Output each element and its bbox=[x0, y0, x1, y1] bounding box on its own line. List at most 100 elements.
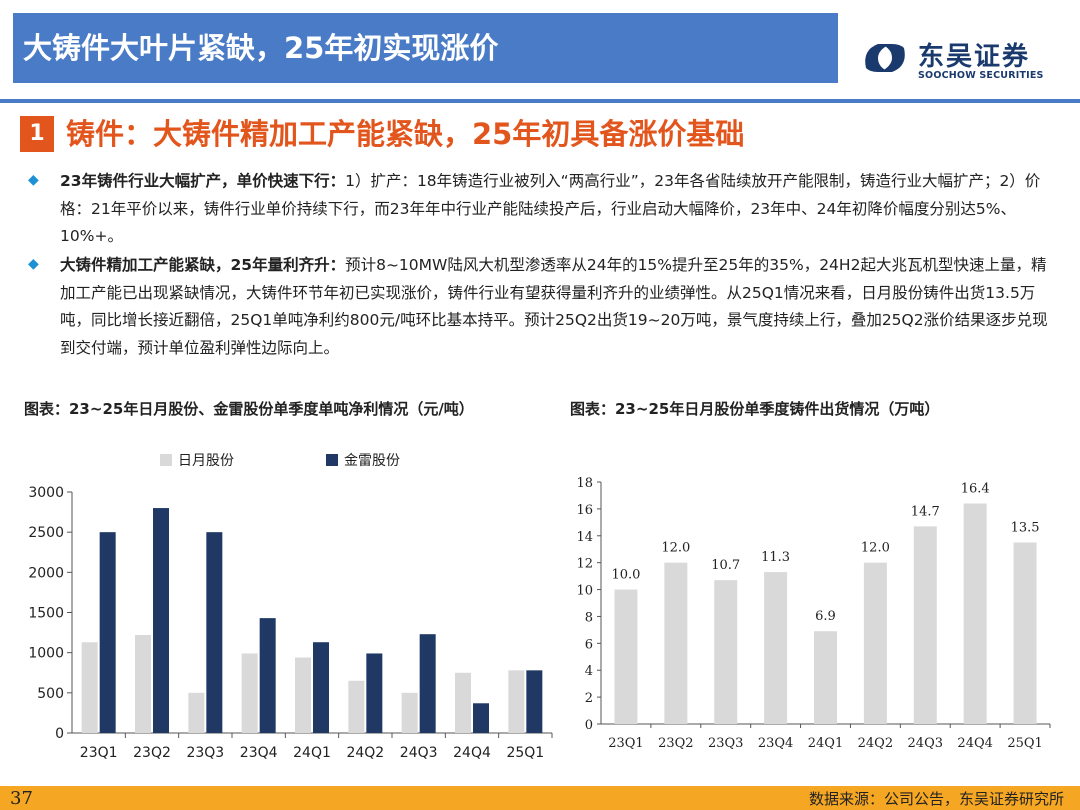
y-tick-label: 10 bbox=[576, 584, 593, 599]
y-tick-label: 2000 bbox=[28, 565, 64, 581]
bar-shipment bbox=[814, 631, 837, 724]
x-tick-label: 23Q2 bbox=[658, 736, 693, 751]
x-tick-label: 24Q1 bbox=[808, 736, 843, 751]
net-profit-per-ton-chart: 日月股份 金雷股份 0 500 1000 1500 2000 2500 3000 23Q1 23Q2… bbox=[28, 453, 553, 761]
y-tick-label: 6 bbox=[585, 637, 593, 652]
bar-shipment bbox=[614, 589, 638, 724]
page-number: 37 bbox=[10, 788, 33, 809]
legend-label: 日月股份 bbox=[178, 453, 234, 469]
y-tick-label: 3000 bbox=[28, 485, 64, 501]
bar-riyue bbox=[455, 672, 471, 733]
bar-jinlei bbox=[313, 642, 329, 733]
x-tick-label: 23Q2 bbox=[133, 745, 171, 761]
casting-shipment-chart: 0 2 4 6 8 10 12 14 16 18 10.0 23Q1 12.0 23Q2 10.7 23Q3 1… bbox=[576, 476, 1051, 751]
data-label: 11.3 bbox=[761, 550, 790, 565]
chart-caption-left: 图表：23~25年日月股份、金雷股份单季度单吨净利情况（元/吨） bbox=[24, 400, 474, 418]
bullet-heading: 23年铸件行业大幅扩产，单价快速下行： bbox=[60, 172, 346, 190]
footer-bar bbox=[0, 786, 1080, 810]
bar-riyue bbox=[401, 692, 418, 733]
bullet-text: 23年铸件行业大幅扩产，单价快速下行：1）扩产：18年铸造行业被列入“两高行业”… bbox=[60, 168, 1048, 251]
data-label: 10.7 bbox=[711, 558, 740, 573]
header-rule bbox=[0, 99, 1080, 103]
y-tick-label: 16 bbox=[576, 503, 593, 518]
x-tick-label: 23Q1 bbox=[608, 736, 643, 751]
bar-riyue bbox=[508, 670, 525, 733]
bar-jinlei bbox=[259, 618, 276, 733]
bar-jinlei bbox=[419, 634, 436, 733]
y-tick-label: 8 bbox=[585, 610, 593, 625]
section-title: 铸件：大铸件精加工产能紧缺，25年初具备涨价基础 bbox=[66, 117, 745, 151]
bar-riyue bbox=[81, 642, 98, 733]
x-tick-label: 23Q4 bbox=[758, 736, 793, 751]
bar-jinlei bbox=[366, 653, 383, 733]
y-tick-label: 0 bbox=[55, 726, 64, 742]
y-tick-label: 500 bbox=[37, 686, 64, 702]
y-tick-label: 1000 bbox=[28, 646, 64, 662]
bar-riyue bbox=[295, 657, 311, 733]
bar-jinlei bbox=[473, 703, 489, 733]
data-label: 16.4 bbox=[961, 482, 990, 497]
x-tick-label: 23Q3 bbox=[708, 736, 743, 751]
source-note: 数据来源：公司公告，东吴证券研究所 bbox=[808, 790, 1064, 808]
data-label: 12.0 bbox=[861, 541, 890, 556]
y-tick-label: 4 bbox=[585, 664, 593, 679]
legend-swatch bbox=[326, 454, 338, 466]
bar-shipment bbox=[764, 572, 788, 724]
bar-jinlei bbox=[153, 508, 169, 733]
soochow-logo-icon bbox=[865, 44, 905, 72]
x-tick-label: 24Q4 bbox=[957, 736, 992, 751]
bullet-heading: 大铸件精加工产能紧缺，25年量利齐升： bbox=[60, 256, 346, 274]
section-number-badge: 1 bbox=[20, 116, 54, 152]
data-label: 12.0 bbox=[661, 541, 690, 556]
y-tick-label: 1500 bbox=[28, 606, 64, 622]
company-logo: 东吴证券 SOOCHOW SECURITIES bbox=[860, 20, 1060, 86]
diamond-bullet-icon: ◆ bbox=[28, 172, 39, 188]
data-label: 10.0 bbox=[611, 568, 640, 583]
x-tick-label: 24Q3 bbox=[908, 736, 943, 751]
bullet-text: 大铸件精加工产能紧缺，25年量利齐升：预计8~10MW陆风大机型渗透率从24年的… bbox=[60, 252, 1048, 362]
x-tick-label: 24Q4 bbox=[453, 745, 491, 761]
x-tick-label: 25Q1 bbox=[506, 745, 544, 761]
logo-english-name: SOOCHOW SECURITIES bbox=[918, 70, 1044, 81]
bar-riyue bbox=[135, 634, 151, 733]
bullet-body: 1）扩产：18年铸造行业被列入“两高行业”，23年各省陆续放开产能限制，铸造行业… bbox=[60, 172, 1041, 245]
bar-shipment bbox=[913, 526, 937, 724]
y-tick-label: 0 bbox=[585, 718, 593, 733]
page-title: 大铸件大叶片紧缺，25年初实现涨价 bbox=[13, 13, 838, 83]
data-label: 13.5 bbox=[1011, 521, 1040, 536]
data-label: 14.7 bbox=[911, 504, 940, 519]
bar-riyue bbox=[188, 692, 205, 733]
x-tick-label: 24Q3 bbox=[400, 745, 438, 761]
y-tick-label: 18 bbox=[576, 476, 593, 491]
x-tick-label: 23Q3 bbox=[186, 745, 224, 761]
bar-riyue bbox=[241, 653, 258, 733]
bar-shipment bbox=[714, 580, 738, 724]
y-tick-label: 14 bbox=[576, 530, 593, 545]
x-tick-label: 23Q1 bbox=[80, 745, 118, 761]
x-tick-label: 25Q1 bbox=[1007, 736, 1042, 751]
bar-riyue bbox=[348, 680, 365, 733]
x-tick-label: 23Q4 bbox=[240, 745, 278, 761]
bar-jinlei bbox=[206, 532, 223, 733]
y-tick-label: 12 bbox=[576, 557, 593, 572]
logo-name: 东吴证券 bbox=[918, 42, 1031, 72]
x-tick-label: 24Q2 bbox=[858, 736, 893, 751]
bar-jinlei bbox=[526, 670, 543, 733]
x-tick-label: 24Q1 bbox=[293, 745, 331, 761]
bar-jinlei bbox=[99, 532, 116, 733]
bar-shipment bbox=[963, 503, 987, 724]
bar-shipment bbox=[863, 562, 887, 724]
y-tick-label: 2 bbox=[585, 691, 593, 706]
x-tick-label: 24Q2 bbox=[346, 745, 384, 761]
chart-caption-right: 图表：23~25年日月股份单季度铸件出货情况（万吨） bbox=[570, 400, 940, 418]
bullet-item: ◆ 23年铸件行业大幅扩产，单价快速下行：1）扩产：18年铸造行业被列入“两高行… bbox=[28, 168, 1048, 251]
bar-shipment bbox=[664, 562, 688, 724]
diamond-bullet-icon: ◆ bbox=[28, 256, 39, 272]
legend-swatch bbox=[160, 454, 172, 466]
legend-label: 金雷股份 bbox=[344, 453, 400, 469]
y-tick-label: 2500 bbox=[28, 525, 64, 541]
bar-shipment bbox=[1013, 542, 1037, 724]
data-label: 6.9 bbox=[815, 609, 836, 624]
bullet-body: 预计8~10MW陆风大机型渗透率从24年的15%提升至25年的35%，24H2起… bbox=[60, 256, 1048, 357]
bullet-item: ◆ 大铸件精加工产能紧缺，25年量利齐升：预计8~10MW陆风大机型渗透率从24… bbox=[28, 252, 1048, 362]
